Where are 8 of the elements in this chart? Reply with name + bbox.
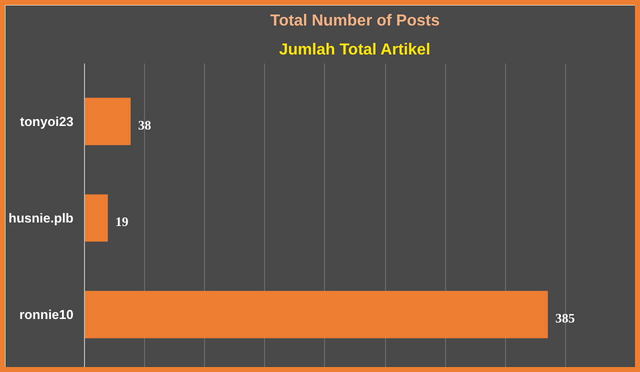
y-tick-label: husnie.plb [8,210,74,226]
y-tick-label: tonyoi23 [20,114,74,129]
data-label: 38 [138,117,152,132]
chart-subtitle: Jumlah Total Artikel [279,42,430,58]
data-label: 19 [115,214,129,229]
chart-title: Total Number of Posts [270,12,440,30]
y-tick-label: ronnie10 [19,307,74,322]
data-label: 385 [555,310,576,326]
